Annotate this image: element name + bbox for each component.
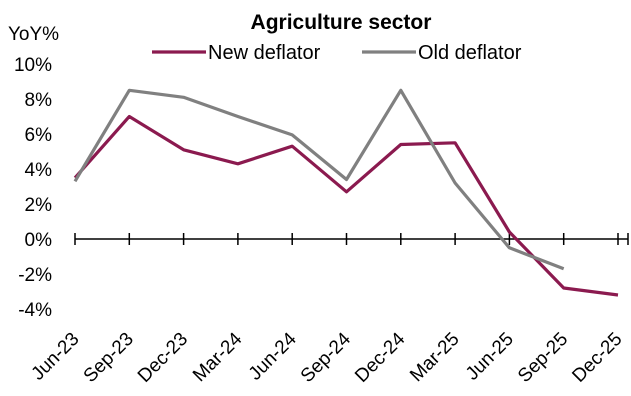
series-line-old-deflator <box>73 88 565 271</box>
x-tick-label: Dec-23 <box>134 329 192 387</box>
legend-label: Old deflator <box>418 42 522 64</box>
series-line-new-deflator <box>73 114 619 297</box>
x-tick-label: Sep-24 <box>297 328 355 386</box>
y-tick-label: 8% <box>25 90 53 111</box>
x-tick-label: Dec-25 <box>568 329 626 387</box>
legend-label: New deflator <box>208 42 321 64</box>
x-tick-label: Sep-25 <box>514 329 572 387</box>
y-axis-label: YoY% <box>8 24 59 45</box>
x-tick-label: Jun-23 <box>28 329 84 385</box>
legend: New deflator Old deflator <box>152 42 522 64</box>
y-tick-label: -2% <box>18 265 52 286</box>
y-tick-label: 2% <box>25 195 53 216</box>
y-tick-label: 4% <box>25 160 53 181</box>
x-tick-label: Jun-24 <box>245 328 301 384</box>
y-tick-label: 0% <box>25 230 53 251</box>
series-lines <box>73 88 619 297</box>
y-tick-labels: 10% 8% 6% 4% 2% 0% -2% -4% <box>14 55 52 321</box>
chart-title: Agriculture sector <box>251 11 432 34</box>
x-axis: Jun-23Sep-23Dec-23Mar-24Jun-24Sep-24Dec-… <box>28 233 629 387</box>
y-tick-label: 6% <box>25 125 53 146</box>
x-tick-label: Jun-25 <box>462 329 518 385</box>
y-tick-label: -4% <box>18 300 52 321</box>
x-tick-label: Sep-23 <box>80 329 138 387</box>
x-tick-label: Mar-24 <box>189 328 247 386</box>
y-tick-label: 10% <box>14 55 52 76</box>
x-tick-label: Mar-25 <box>406 329 463 386</box>
x-tick-label: Dec-24 <box>351 328 409 386</box>
